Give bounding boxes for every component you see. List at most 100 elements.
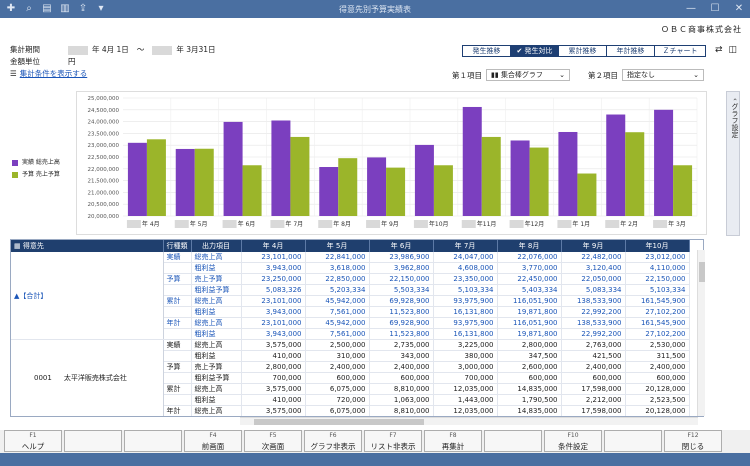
- horizontal-scrollbar[interactable]: [240, 417, 698, 425]
- bar-budget[interactable]: [673, 165, 693, 216]
- value-cell: 19,871,800: [497, 306, 562, 319]
- bar-budget[interactable]: [290, 136, 310, 216]
- vertical-scroll-thumb[interactable]: [699, 262, 705, 282]
- table-row[interactable]: 0001 太平洋販売株式会社 実績 総売上高 3,575,000 2,500,000 2,7…: [11, 339, 690, 416]
- fkey-button-6[interactable]: F6 グラフ非表示: [304, 430, 362, 452]
- bar-budget[interactable]: [386, 167, 406, 216]
- fkey-button-8[interactable]: F8 再集計: [424, 430, 482, 452]
- bar-actual[interactable]: [319, 167, 339, 216]
- table-row[interactable]: 粗利益 3,943,000 7,561,000 11,523,800 16,131,80…: [11, 306, 690, 319]
- table-row[interactable]: 粗利益予算 700,000 600,000 600,000 700,000 600,000…: [11, 372, 690, 385]
- value-cell: 7,561,000: [305, 328, 370, 341]
- header-month[interactable]: 年 6月: [369, 240, 434, 252]
- fkey-button-7[interactable]: F7 リスト非表示: [364, 430, 422, 452]
- bar-actual[interactable]: [510, 140, 530, 216]
- fkey-button-12[interactable]: F12 閉じる: [664, 430, 722, 452]
- table-row[interactable]: 年計 総売上高 23,101,000 45,942,000 69,928,900 93,9…: [11, 317, 690, 330]
- bar-actual[interactable]: [127, 142, 147, 216]
- bar-budget[interactable]: [481, 136, 501, 216]
- graph-settings-tab[interactable]: ‹ グラフ設定: [726, 91, 740, 236]
- swap-icon[interactable]: ⇄: [715, 45, 723, 55]
- fkey-button-1[interactable]: F1 ヘルプ: [4, 430, 62, 452]
- bar-budget[interactable]: [194, 148, 214, 216]
- bar-budget[interactable]: [625, 132, 645, 216]
- table-row[interactable]: 累計 総売上高 3,575,000 6,075,000 8,810,000 12,035,…: [11, 383, 690, 396]
- table-row[interactable]: 粗利益 410,000 720,000 1,063,000 1,443,000 1,790…: [11, 394, 690, 407]
- header-month[interactable]: 年 5月: [305, 240, 370, 252]
- fkey-button-11[interactable]: [604, 430, 662, 452]
- item2-select[interactable]: 指定なし ⌄: [622, 69, 704, 81]
- value-cell: 410,000: [241, 394, 306, 407]
- bar-actual[interactable]: [175, 148, 195, 216]
- table-row[interactable]: 粗利益予算 5,083,326 5,203,334 5,503,334 5,103,33…: [11, 284, 690, 297]
- minimize-icon[interactable]: —: [686, 3, 696, 14]
- bar-actual[interactable]: [462, 106, 482, 216]
- legend-item-budget: 予算 売上予算: [12, 169, 60, 181]
- close-icon[interactable]: ✕: [734, 3, 744, 14]
- zoom-icon[interactable]: ⌕: [26, 3, 32, 14]
- header-month[interactable]: 年 8月: [497, 240, 562, 252]
- value-cell: 6,075,000: [305, 405, 370, 416]
- table-row[interactable]: ▲【合計】 実績 総売上高 23,101,000 22,841,000 23,986,90…: [11, 252, 690, 341]
- fkey-button-10[interactable]: F10 条件設定: [544, 430, 602, 452]
- table-row[interactable]: 粗利益 410,000 310,000 343,000 380,000 347,500 42…: [11, 350, 690, 363]
- header-month[interactable]: 年 7月: [433, 240, 498, 252]
- bar-budget[interactable]: [577, 173, 597, 216]
- tab-cumulative-trend[interactable]: 累計推移: [559, 46, 607, 56]
- bar-actual[interactable]: [606, 114, 626, 216]
- fkey-button-3[interactable]: [124, 430, 182, 452]
- bar-actual[interactable]: [414, 144, 434, 216]
- maximize-icon[interactable]: ☐: [710, 3, 720, 14]
- horizontal-scroll-thumb[interactable]: [254, 419, 424, 425]
- bar-actual[interactable]: [654, 109, 674, 216]
- tab-z-chart[interactable]: Ｚチャート: [655, 46, 705, 56]
- row-type-cell: 予算: [163, 273, 192, 286]
- output-item-cell: 売上予算: [191, 273, 242, 286]
- preview-icon[interactable]: ▥: [60, 3, 70, 14]
- x-tick-year-blank: [318, 220, 333, 228]
- vertical-scrollbar[interactable]: [697, 250, 705, 416]
- header-output-item[interactable]: 出力項目: [191, 240, 242, 252]
- table-row[interactable]: 粗利益 3,943,000 7,561,000 11,523,800 16,131,80…: [11, 328, 690, 341]
- fkey-button-2[interactable]: [64, 430, 122, 452]
- y-tick-label: 23,000,000: [88, 143, 120, 149]
- table-row[interactable]: 予算 売上予算 2,800,000 2,400,000 2,400,000 3,000,0…: [11, 361, 690, 374]
- bar-actual[interactable]: [367, 157, 387, 216]
- total-label[interactable]: ▲【合計】: [14, 291, 48, 300]
- value-cell: 2,735,000: [369, 339, 434, 352]
- split-icon[interactable]: ◫: [728, 45, 738, 55]
- table-row[interactable]: 年計 総売上高 3,575,000 6,075,000 8,810,000 12,035,…: [11, 405, 690, 416]
- item1-select[interactable]: ▮▮ 集合棒グラフ ⌄: [486, 69, 570, 81]
- fkey-button-9[interactable]: [484, 430, 542, 452]
- dropdown-icon[interactable]: ▾: [98, 3, 104, 14]
- tab-occurrence-trend[interactable]: 発生推移: [463, 46, 511, 56]
- y-tick-label: 20,000,000: [88, 214, 120, 220]
- value-cell: 22,076,000: [497, 252, 562, 264]
- print-icon[interactable]: ▤: [42, 3, 52, 14]
- bar-budget[interactable]: [146, 139, 166, 216]
- tab-occurrence-compare[interactable]: ✔ 発生対比: [511, 46, 559, 56]
- tab-annual-trend[interactable]: 年計推移: [607, 46, 655, 56]
- header-customer[interactable]: ▦ 得意先: [11, 240, 164, 252]
- fkey-button-5[interactable]: F5 次画面: [244, 430, 302, 452]
- bar-budget[interactable]: [242, 165, 262, 216]
- bar-actual[interactable]: [558, 131, 578, 216]
- header-month[interactable]: 年 4月: [241, 240, 306, 252]
- table-row[interactable]: 累計 総売上高 23,101,000 45,942,000 69,928,900 93,9…: [11, 295, 690, 308]
- bar-actual[interactable]: [223, 121, 243, 216]
- new-icon[interactable]: ✚: [6, 3, 16, 14]
- bar-actual[interactable]: [271, 120, 291, 216]
- value-cell: 12,035,000: [433, 405, 498, 416]
- table-row[interactable]: 粗利益 3,943,000 3,618,000 3,962,800 4,608,000 3…: [11, 262, 690, 275]
- bar-budget[interactable]: [433, 165, 453, 216]
- table-row[interactable]: 予算 売上予算 23,250,000 22,850,000 22,150,000 23,3…: [11, 273, 690, 286]
- header-row-type[interactable]: 行種類: [163, 240, 192, 252]
- fkey-button-4[interactable]: F4 前画面: [184, 430, 242, 452]
- header-month[interactable]: 年10月: [625, 240, 690, 252]
- value-cell: 17,598,000: [561, 405, 626, 416]
- bar-budget[interactable]: [529, 147, 549, 216]
- header-month[interactable]: 年 9月: [561, 240, 626, 252]
- export-icon[interactable]: ⇪: [78, 3, 88, 14]
- show-conditions-link[interactable]: 集計条件を表示する: [19, 69, 88, 78]
- bar-budget[interactable]: [338, 158, 358, 216]
